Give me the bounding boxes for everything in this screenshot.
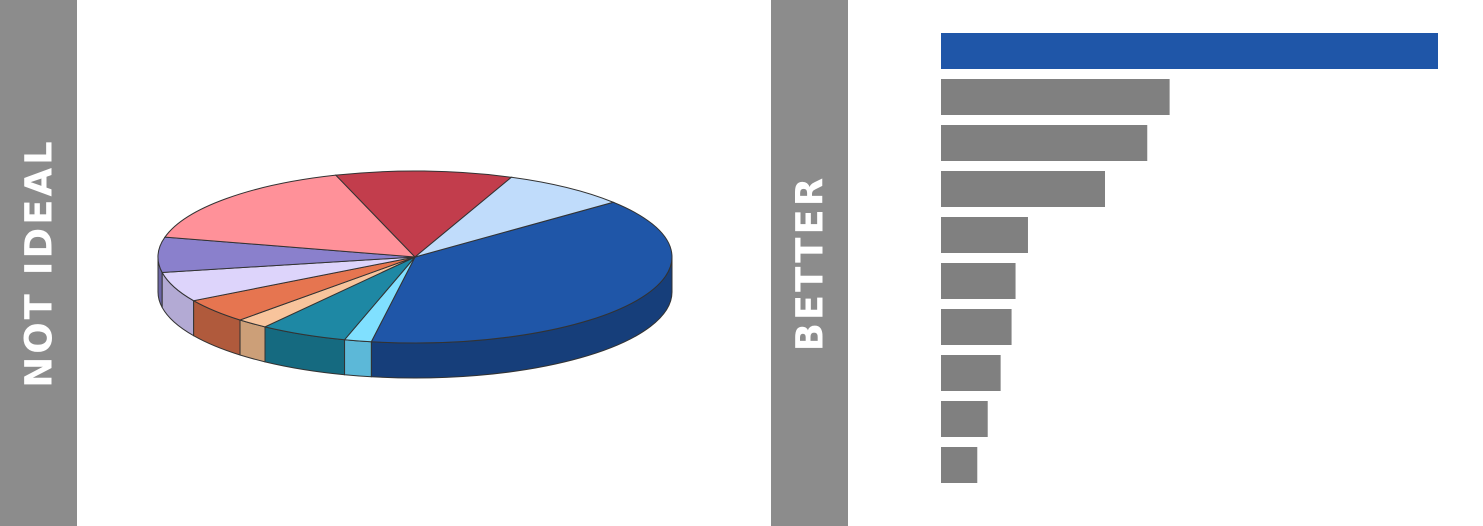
bar-9 [941,447,978,483]
better-panel: BETTER [771,0,848,526]
bar-1 [941,79,1170,115]
pie-side-1 [344,339,372,378]
pie-slice-0 [370,201,673,344]
bar-2 [941,125,1148,161]
bar-5 [941,263,1016,299]
bar-0 [941,33,1438,69]
better-label: BETTER [788,174,831,352]
bar-chart [941,33,1438,483]
bar-4 [941,217,1028,253]
pie-slice-8 [334,170,513,258]
bar-6 [941,309,1012,345]
pie-chart [157,170,673,379]
not-ideal-panel: NOT IDEAL [0,0,77,526]
pie-slice-7 [164,174,417,258]
bar-8 [941,401,988,437]
pie-slice-9 [414,176,615,258]
bar-3 [941,171,1106,207]
bar-7 [941,355,1001,391]
not-ideal-label: NOT IDEAL [17,138,60,388]
